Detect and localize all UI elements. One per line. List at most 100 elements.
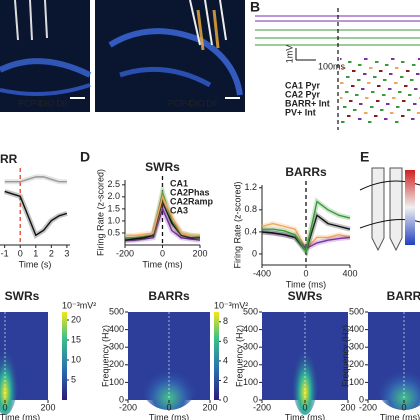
stain-label: PCP4 [168, 98, 192, 108]
y-axis-label: Frequency (Hz) [234, 325, 244, 387]
spike [378, 100, 380, 102]
spike [376, 100, 378, 102]
spike [360, 103, 362, 105]
spike [365, 112, 367, 114]
spike [357, 94, 359, 96]
colorbar-tick-label: 15 [71, 334, 81, 344]
x-tick-label: 2 [49, 248, 54, 258]
spike [403, 115, 405, 117]
spike [396, 82, 398, 84]
y-tick-label: 400 [109, 324, 124, 334]
spike [346, 91, 348, 93]
spike [411, 118, 413, 120]
legend-text: CA2 Pyr [285, 89, 321, 99]
spike [383, 79, 385, 81]
spike [358, 118, 360, 120]
x-tick-label: 200 [340, 402, 355, 412]
spike [384, 118, 386, 120]
stain-label: PCP4 [18, 98, 42, 108]
colorbar-tick-label: 4 [223, 355, 228, 365]
x-tick-label: 200 [40, 402, 55, 412]
series-line [125, 194, 200, 237]
y-tick-label: 0.5 [107, 227, 120, 237]
spike [408, 94, 410, 96]
spike [369, 82, 371, 84]
spike [396, 121, 398, 123]
heatmap-title: BARRs [148, 289, 190, 303]
spike [371, 91, 373, 93]
spike [397, 121, 399, 123]
y-tick-label: 300 [109, 342, 124, 352]
spike [365, 73, 367, 75]
spike [341, 97, 343, 99]
spike [364, 58, 366, 60]
spike [348, 61, 350, 63]
stain-label: DiO [189, 98, 205, 108]
panel-label: D [80, 149, 90, 165]
spike [370, 67, 372, 69]
heatmap-title: BARR [387, 289, 420, 303]
x-axis-label: Time (ms) [285, 412, 325, 420]
spike [392, 97, 394, 99]
spike [345, 91, 347, 93]
y-axis-label: Frequency (Hz) [340, 325, 350, 387]
spike [349, 100, 351, 102]
spike [404, 85, 406, 87]
spike [340, 82, 342, 84]
spike [361, 88, 363, 90]
spike [362, 88, 364, 90]
y-tick-label: 500 [349, 306, 364, 316]
histology-images [0, 0, 245, 112]
x-tick-label: 0 [18, 248, 23, 258]
spike [390, 112, 392, 114]
spike [387, 103, 389, 105]
legend-text: CA1 [170, 178, 188, 188]
x-tick-label: 0 [303, 268, 308, 278]
spike [403, 61, 405, 63]
colorbar [214, 312, 219, 400]
legend-text: PV+ Int [285, 107, 316, 117]
spike [382, 94, 384, 96]
spike [343, 106, 345, 108]
spike [385, 118, 387, 120]
x-tick-label: -200 [359, 402, 377, 412]
spike [388, 103, 390, 105]
spike [395, 67, 397, 69]
spike [358, 79, 360, 81]
y-axis-label: Frequency (Hz) [100, 325, 110, 387]
spike [345, 106, 347, 108]
spike [404, 100, 406, 102]
spike [381, 109, 383, 111]
spike [348, 115, 350, 117]
stain-label: DiI [56, 98, 67, 108]
spike [416, 73, 418, 75]
spike [377, 61, 379, 63]
spike [365, 58, 367, 60]
y-tick-label: 200 [243, 359, 258, 369]
spike [342, 121, 344, 123]
spike [401, 61, 403, 63]
spike [402, 76, 404, 78]
x-tick-label: 200 [192, 248, 207, 258]
y-tick-label: 2.0 [107, 191, 120, 201]
chart-title: BARRs [285, 165, 327, 179]
y-tick-label: 500 [243, 306, 258, 316]
stain-label: DiI [206, 98, 217, 108]
spike [389, 88, 391, 90]
spike [366, 112, 368, 114]
spike [418, 73, 420, 75]
x-tick-label: -1 [1, 248, 9, 258]
spike [412, 64, 414, 66]
colorbar-tick-label: 8 [223, 316, 228, 326]
spike [418, 112, 420, 114]
spike [394, 82, 396, 84]
spike [418, 58, 420, 60]
series-line [4, 176, 67, 183]
legend-text: CA1 Pyr [285, 80, 321, 90]
legend-text: CA3 [170, 205, 188, 215]
colorbar-tick-label: 6 [223, 336, 228, 346]
spike [347, 91, 349, 93]
chart-title: RR [0, 152, 18, 166]
y-tick-label: 0 [359, 394, 364, 404]
spike [414, 64, 416, 66]
